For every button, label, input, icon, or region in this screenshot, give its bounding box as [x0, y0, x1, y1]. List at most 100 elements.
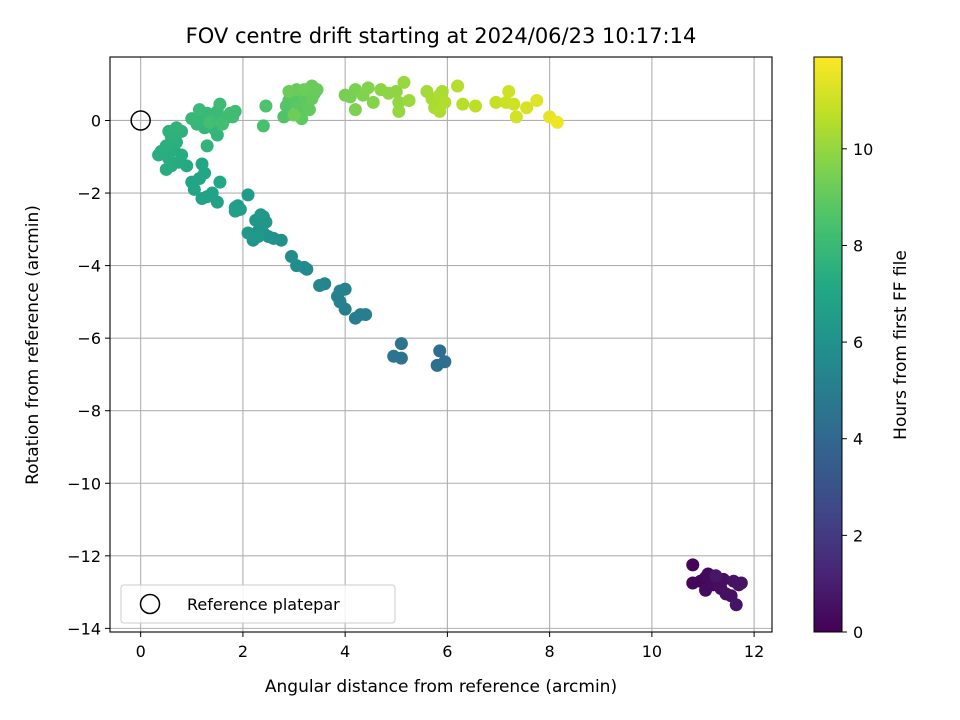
data-point [159, 162, 173, 176]
y-axis-ticks: 0 −2 −4 −6 −8 −10 −12 −14 [67, 111, 110, 638]
data-point [361, 81, 375, 95]
data-point [686, 558, 700, 572]
colorbar-gradient [813, 56, 843, 633]
data-point [489, 95, 503, 109]
data-point [456, 97, 470, 111]
y-tick-label: −12 [67, 547, 101, 566]
colorbar-label: Hours from first FF file [891, 250, 911, 440]
x-tick-label: 8 [545, 642, 555, 661]
colorbar-ticks: 0 2 4 6 8 10 [842, 140, 873, 642]
data-point [259, 99, 273, 113]
data-point [550, 115, 564, 129]
data-point [359, 308, 373, 322]
data-point [205, 186, 219, 200]
plot-area-frame [109, 56, 773, 633]
legend-box [120, 584, 396, 624]
colorbar-tick-label: 10 [853, 140, 873, 159]
x-tick-label: 4 [340, 642, 350, 661]
data-point [200, 139, 214, 153]
data-point [169, 121, 183, 135]
data-point [310, 83, 324, 97]
data-point [241, 188, 255, 202]
data-point [297, 83, 311, 97]
data-point [185, 112, 199, 126]
x-tick-label: 6 [442, 642, 452, 661]
y-tick-label: −8 [77, 402, 101, 421]
data-point [241, 226, 255, 240]
data-point [152, 148, 166, 162]
legend-reference-marker [139, 593, 161, 615]
data-point [402, 94, 416, 108]
data-point [392, 95, 406, 109]
y-tick-label: −14 [67, 619, 101, 638]
data-point [215, 117, 229, 131]
data-point [195, 157, 209, 171]
x-tick-label: 12 [744, 642, 764, 661]
data-point [397, 75, 411, 89]
data-point [192, 103, 206, 117]
x-tick-label: 10 [642, 642, 662, 661]
data-point [530, 94, 544, 108]
data-point [213, 175, 227, 189]
legend-label-reference: Reference platepar [187, 595, 340, 614]
grid [110, 57, 772, 632]
data-point [430, 358, 444, 372]
data-point [451, 79, 465, 93]
colorbar: 0 2 4 6 8 10 Hours from first FF file [813, 56, 911, 642]
data-point [287, 108, 301, 122]
data-point [435, 84, 449, 98]
data-point [507, 97, 521, 111]
data-point [389, 84, 403, 98]
data-point [277, 110, 291, 124]
data-point [195, 191, 209, 205]
x-axis-ticks: 0 2 4 6 8 10 12 [136, 632, 764, 661]
data-point [254, 208, 268, 222]
data-point [333, 284, 347, 298]
data-point [469, 99, 483, 113]
data-point [709, 569, 723, 583]
data-point [729, 598, 743, 612]
x-axis-label: Angular distance from reference (arcmin) [265, 677, 617, 697]
scatter-points [152, 75, 748, 612]
data-point [284, 250, 298, 264]
data-point [392, 104, 406, 118]
y-tick-label: −10 [67, 474, 101, 493]
data-point [502, 84, 516, 98]
legend: Reference platepar [120, 584, 396, 624]
data-point [433, 344, 447, 358]
colorbar-tick-label: 6 [853, 333, 863, 352]
data-point [387, 349, 401, 363]
x-tick-label: 2 [238, 642, 248, 661]
data-point [348, 103, 362, 117]
data-point [509, 110, 523, 124]
data-point [438, 95, 452, 109]
data-point [366, 95, 380, 109]
data-point [520, 101, 534, 115]
colorbar-tick-label: 8 [853, 236, 863, 255]
data-point [256, 119, 270, 133]
colorbar-tick-label: 0 [853, 623, 863, 642]
data-point [251, 230, 265, 244]
y-tick-label: 0 [91, 111, 101, 130]
data-point [313, 279, 327, 293]
x-tick-label: 0 [136, 642, 146, 661]
data-point [213, 97, 227, 111]
chart-title: FOV centre drift starting at 2024/06/23 … [186, 24, 697, 48]
data-point [223, 106, 237, 120]
data-point [228, 204, 242, 218]
reference-layer [130, 110, 151, 131]
data-point [734, 576, 748, 590]
reference-marker [130, 110, 151, 131]
y-tick-label: −2 [77, 184, 101, 203]
y-tick-label: −4 [77, 257, 101, 276]
data-point [302, 103, 316, 117]
colorbar-tick-label: 2 [853, 526, 863, 545]
data-point [699, 583, 713, 597]
y-tick-label: −6 [77, 329, 101, 348]
data-point [282, 84, 296, 98]
data-point [203, 115, 217, 129]
colorbar-tick-label: 4 [853, 430, 863, 449]
y-axis-label: Rotation from reference (arcmin) [23, 205, 43, 485]
data-point [394, 337, 408, 351]
